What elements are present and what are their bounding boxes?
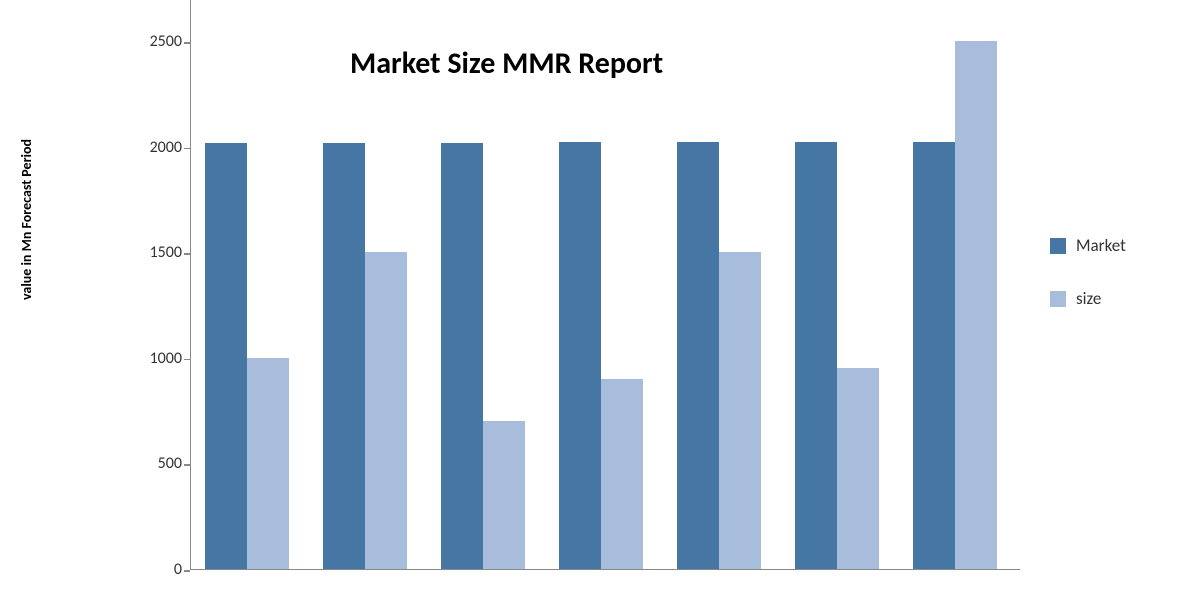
bars-wrap (191, 0, 1020, 569)
bar-size (483, 421, 525, 569)
legend-label-size: size (1076, 288, 1101, 309)
y-tick-label: 500 (122, 454, 182, 473)
y-axis-label: value in Mn Forecast Period (18, 139, 35, 300)
bar-size (247, 358, 289, 569)
legend-swatch-market (1050, 238, 1066, 254)
y-tick-label: 1000 (122, 349, 182, 368)
legend-item-market: Market (1050, 235, 1126, 256)
bar-group (441, 143, 525, 569)
bar-size (837, 368, 879, 569)
bar-market (795, 142, 837, 570)
legend-swatch-size (1050, 291, 1066, 307)
bar-group (913, 41, 997, 569)
bar-market (205, 143, 247, 569)
bar-group (677, 142, 761, 570)
chart-container: value in Mn Forecast Period Market Size … (0, 0, 1200, 600)
bar-market (441, 143, 483, 569)
y-tick-label: 0 (122, 560, 182, 579)
bar-market (559, 142, 601, 570)
bar-size (365, 252, 407, 569)
y-tick-label: 2500 (122, 32, 182, 51)
bar-group (205, 143, 289, 569)
bar-size (955, 41, 997, 569)
bar-market (323, 143, 365, 569)
y-tick-mark (184, 570, 190, 572)
y-tick-label: 2000 (122, 138, 182, 157)
bar-size (601, 379, 643, 569)
bar-group (795, 142, 879, 570)
bar-size (719, 252, 761, 569)
y-tick-label: 1500 (122, 243, 182, 262)
bar-market (677, 142, 719, 570)
legend-item-size: size (1050, 288, 1126, 309)
legend-label-market: Market (1076, 235, 1126, 256)
bar-group (559, 142, 643, 570)
legend: Market size (1050, 235, 1126, 341)
bar-market (913, 142, 955, 570)
plot-area (190, 0, 1020, 570)
bar-group (323, 143, 407, 569)
